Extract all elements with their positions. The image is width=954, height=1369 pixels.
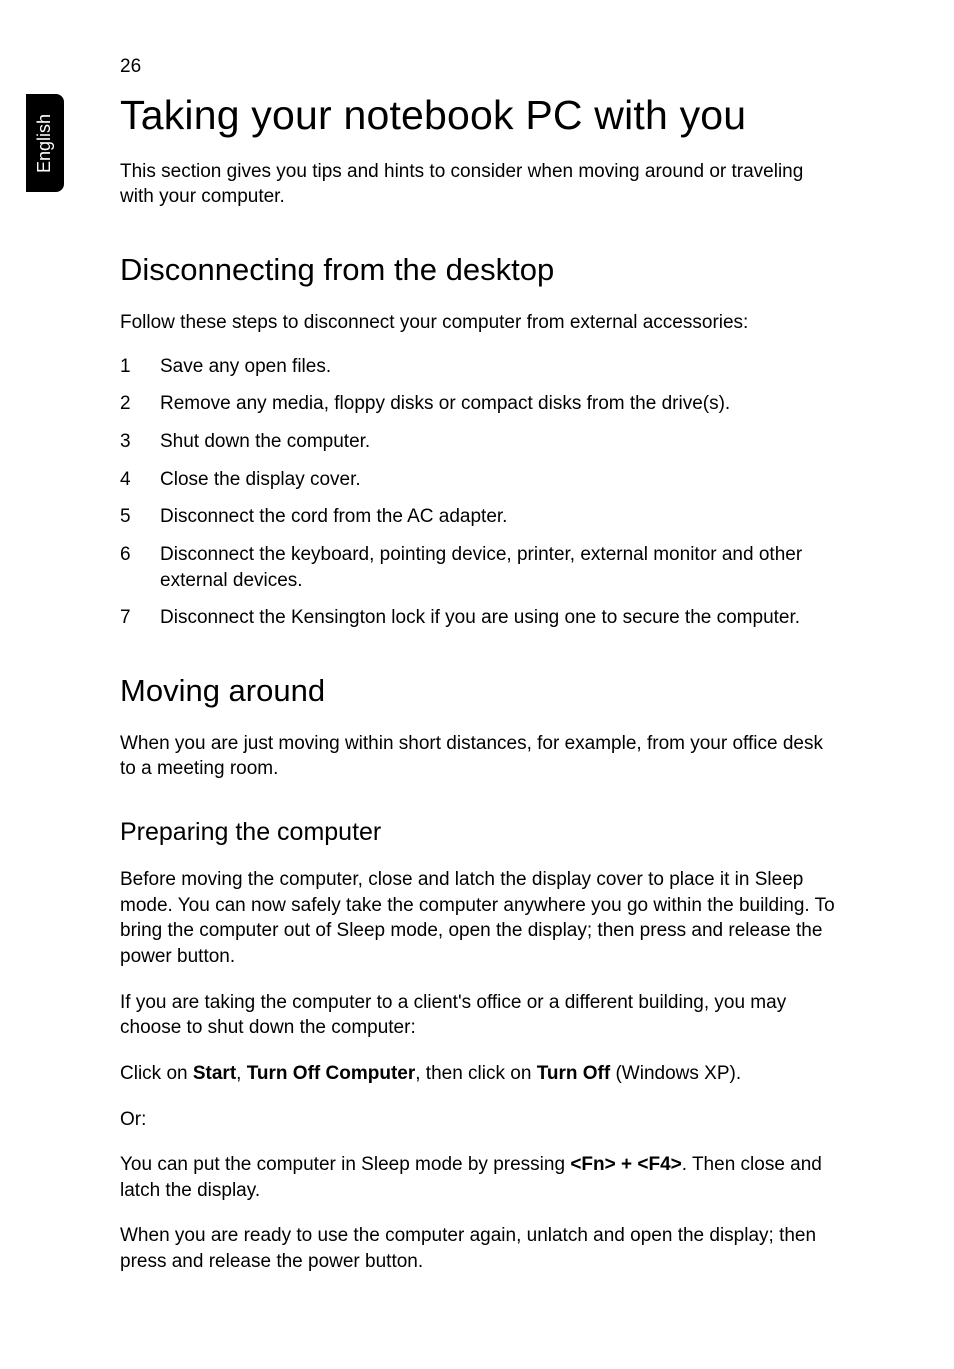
list-item: Disconnect the Kensington lock if you ar…: [120, 605, 840, 631]
language-tab: English: [26, 94, 64, 192]
intro-paragraph: This section gives you tips and hints to…: [120, 159, 840, 210]
section-heading-disconnecting: Disconnecting from the desktop: [120, 252, 840, 288]
list-item: Close the display cover.: [120, 467, 840, 493]
bold-keycombo: <Fn> + <F4>: [570, 1154, 681, 1175]
bold-start: Start: [193, 1063, 236, 1084]
content-area: Taking your notebook PC with you This se…: [120, 92, 840, 1295]
section1-lead: Follow these steps to disconnect your co…: [120, 310, 840, 336]
section2-lead: When you are just moving within short di…: [120, 731, 840, 782]
body-paragraph: You can put the computer in Sleep mode b…: [120, 1152, 840, 1203]
list-item: Disconnect the cord from the AC adapter.: [120, 504, 840, 530]
text-span: Click on: [120, 1063, 193, 1084]
title-h1: Taking your notebook PC with you: [120, 92, 840, 139]
section-heading-moving: Moving around: [120, 673, 840, 709]
text-span: (Windows XP).: [610, 1063, 741, 1084]
bold-turnoff: Turn Off: [537, 1063, 611, 1084]
body-paragraph: Or:: [120, 1107, 840, 1133]
page-number: 26: [120, 56, 141, 78]
body-paragraph: If you are taking the computer to a clie…: [120, 990, 840, 1041]
body-paragraph: Click on Start, Turn Off Computer, then …: [120, 1061, 840, 1087]
page: English 26 Taking your notebook PC with …: [0, 0, 954, 1369]
subsection-heading-preparing: Preparing the computer: [120, 818, 840, 847]
language-label: English: [35, 113, 56, 172]
body-paragraph: Before moving the computer, close and la…: [120, 867, 840, 970]
list-item: Save any open files.: [120, 354, 840, 380]
bold-turnoffcomputer: Turn Off Computer: [247, 1063, 416, 1084]
disconnect-steps: Save any open files. Remove any media, f…: [120, 354, 840, 631]
text-span: ,: [236, 1063, 247, 1084]
text-span: , then click on: [415, 1063, 536, 1084]
list-item: Shut down the computer.: [120, 429, 840, 455]
body-paragraph: When you are ready to use the computer a…: [120, 1223, 840, 1274]
list-item: Disconnect the keyboard, pointing device…: [120, 542, 840, 593]
text-span: You can put the computer in Sleep mode b…: [120, 1154, 570, 1175]
list-item: Remove any media, floppy disks or compac…: [120, 391, 840, 417]
